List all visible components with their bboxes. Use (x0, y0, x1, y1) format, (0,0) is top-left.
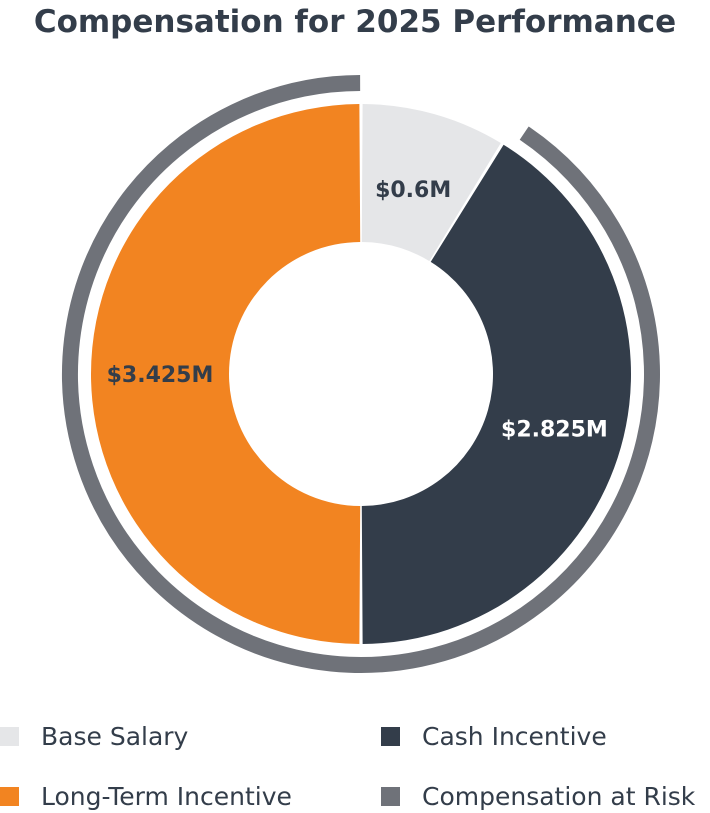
at-risk-ring (62, 75, 660, 673)
legend-item-compensation-at-risk: Compensation at Risk (381, 782, 695, 811)
legend-swatch-cash-incentive (381, 727, 400, 746)
slice-long-term-incentive (91, 104, 361, 644)
legend-swatch-compensation-at-risk (381, 787, 400, 806)
data-label-long-term-incentive: $3.425M (107, 363, 214, 388)
legend-label-compensation-at-risk: Compensation at Risk (422, 782, 696, 811)
slices-layer (91, 104, 631, 644)
legend-item-long-term-incentive: Long-Term Incentive (0, 782, 292, 811)
data-label-base-salary: $0.6M (375, 178, 451, 203)
at-risk-ring-layer (62, 75, 660, 673)
legend-swatch-long-term-incentive (0, 787, 19, 806)
chart-title: Compensation for 2025 Performance (33, 4, 677, 40)
legend-item-cash-incentive: Cash Incentive (381, 722, 607, 751)
data-label-cash-incentive: $2.825M (501, 418, 608, 443)
labels-layer: $0.6M $2.825M $3.425M (107, 178, 608, 442)
legend-item-base-salary: Base Salary (0, 722, 188, 751)
slice-cash-incentive (361, 144, 631, 644)
legend-label-long-term-incentive: Long-Term Incentive (41, 782, 292, 811)
legend-label-base-salary: Base Salary (41, 722, 189, 751)
legend-swatch-base-salary (0, 727, 19, 746)
slice-base-salary (361, 104, 501, 262)
legend-label-cash-incentive: Cash Incentive (422, 722, 607, 751)
